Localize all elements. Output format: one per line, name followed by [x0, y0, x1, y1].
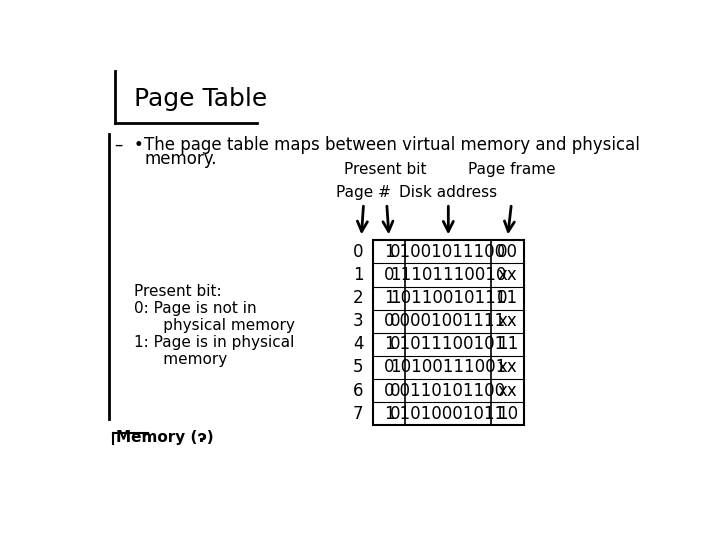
Text: 00110101100: 00110101100	[390, 381, 506, 400]
Text: 0: Page is not in: 0: Page is not in	[134, 301, 257, 316]
Text: Disk address: Disk address	[400, 185, 498, 200]
Text: 1: 1	[384, 243, 395, 261]
Text: Page #: Page #	[336, 185, 391, 200]
Text: 5: 5	[353, 359, 364, 376]
Text: 1: 1	[353, 266, 364, 284]
Text: 1: 1	[384, 289, 395, 307]
Text: 11: 11	[497, 335, 518, 353]
Text: 0: 0	[353, 243, 364, 261]
Text: 7: 7	[353, 404, 364, 423]
Text: 01011100101: 01011100101	[390, 335, 506, 353]
Text: Present bit:: Present bit:	[134, 284, 222, 299]
Text: memory.: memory.	[144, 150, 217, 167]
Text: memory: memory	[134, 352, 228, 367]
Text: physical memory: physical memory	[134, 318, 295, 333]
Text: 0: 0	[384, 359, 395, 376]
Text: –  •: – •	[115, 136, 144, 154]
Text: xx: xx	[498, 312, 518, 330]
Text: 3: 3	[353, 312, 364, 330]
Text: Page frame: Page frame	[467, 162, 555, 177]
Text: 0: 0	[384, 312, 395, 330]
Text: 10110010111: 10110010111	[390, 289, 506, 307]
Text: 01001011100: 01001011100	[390, 243, 506, 261]
Text: 11101110010: 11101110010	[390, 266, 506, 284]
Text: 01: 01	[497, 289, 518, 307]
Text: 10: 10	[497, 404, 518, 423]
Text: 1: 1	[384, 404, 395, 423]
Text: 0: 0	[384, 381, 395, 400]
Text: 2: 2	[353, 289, 364, 307]
Text: 6: 6	[353, 381, 364, 400]
Text: 1: Page is in physical: 1: Page is in physical	[134, 335, 294, 350]
Text: xx: xx	[498, 381, 518, 400]
Text: Present bit: Present bit	[344, 162, 426, 177]
Bar	[373, 240, 523, 425]
Text: 4: 4	[353, 335, 364, 353]
Text: 00001001111: 00001001111	[390, 312, 506, 330]
Text: Memory (ɂ): Memory (ɂ)	[117, 430, 214, 445]
Text: 00: 00	[497, 243, 518, 261]
Text: 01010001011: 01010001011	[390, 404, 506, 423]
Text: The page table maps between virtual memory and physical: The page table maps between virtual memo…	[144, 136, 640, 154]
Text: 10100111001: 10100111001	[390, 359, 506, 376]
Text: xx: xx	[498, 266, 518, 284]
Text: xx: xx	[498, 359, 518, 376]
Text: 0: 0	[384, 266, 395, 284]
Text: 1: 1	[384, 335, 395, 353]
Text: Page Table: Page Table	[134, 87, 267, 111]
